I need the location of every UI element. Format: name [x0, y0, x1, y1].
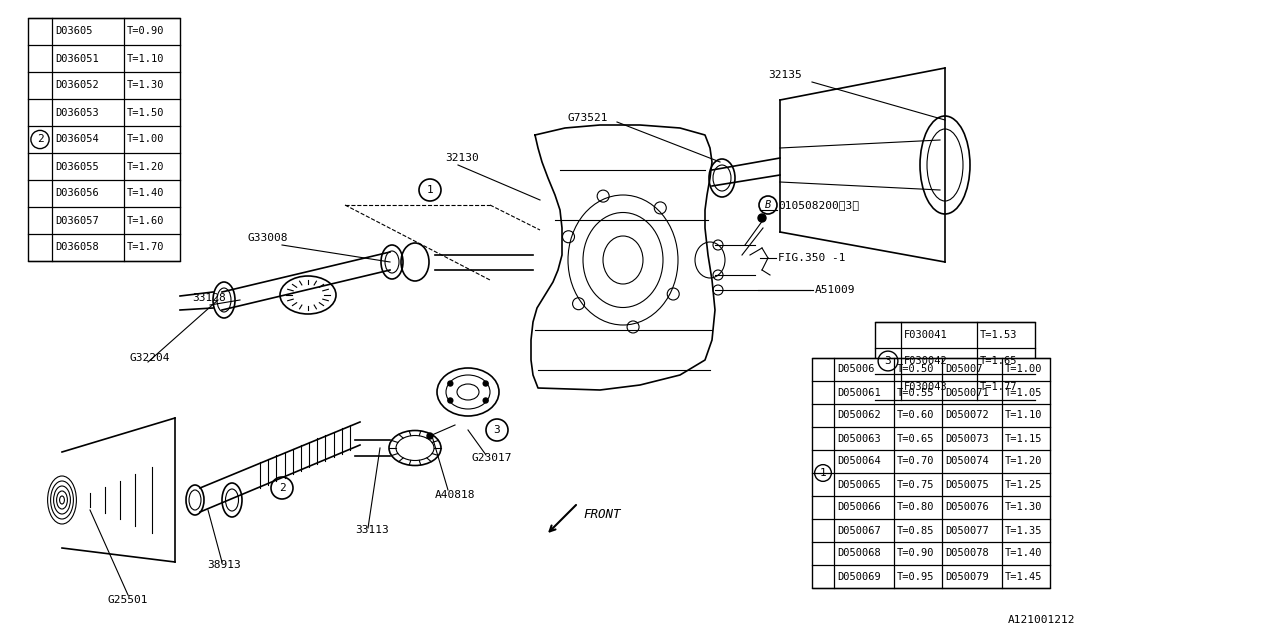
Text: T=1.53: T=1.53 [980, 330, 1018, 340]
Text: T=1.15: T=1.15 [1005, 433, 1042, 444]
Text: D05007: D05007 [945, 365, 983, 374]
Text: 33128: 33128 [192, 293, 225, 303]
Text: B: B [765, 200, 771, 210]
Text: D036052: D036052 [55, 81, 99, 90]
Text: 010508200（3）: 010508200（3） [778, 200, 859, 210]
Text: T=0.95: T=0.95 [897, 572, 934, 582]
Text: T=1.20: T=1.20 [1005, 456, 1042, 467]
Text: T=1.10: T=1.10 [127, 54, 165, 63]
Text: T=1.35: T=1.35 [1005, 525, 1042, 536]
Text: D036055: D036055 [55, 161, 99, 172]
Text: F030041: F030041 [904, 330, 947, 340]
Text: 33113: 33113 [355, 525, 389, 535]
Circle shape [448, 381, 453, 386]
Text: T=1.60: T=1.60 [127, 216, 165, 225]
Text: D050068: D050068 [837, 548, 881, 559]
Text: T=1.30: T=1.30 [1005, 502, 1042, 513]
Text: T=1.10: T=1.10 [1005, 410, 1042, 420]
Text: F030042: F030042 [904, 356, 947, 366]
Text: G33008: G33008 [248, 233, 288, 243]
Text: D050076: D050076 [945, 502, 988, 513]
Text: T=0.85: T=0.85 [897, 525, 934, 536]
Text: D050078: D050078 [945, 548, 988, 559]
Text: A121001212: A121001212 [1009, 615, 1075, 625]
Text: G25501: G25501 [108, 595, 148, 605]
Text: D050073: D050073 [945, 433, 988, 444]
Text: T=0.80: T=0.80 [897, 502, 934, 513]
Text: T=1.00: T=1.00 [127, 134, 165, 145]
Text: T=1.40: T=1.40 [127, 189, 165, 198]
Text: T=0.60: T=0.60 [897, 410, 934, 420]
Text: T=1.20: T=1.20 [127, 161, 165, 172]
Text: T=1.45: T=1.45 [1005, 572, 1042, 582]
Text: D050067: D050067 [837, 525, 881, 536]
Text: T=0.70: T=0.70 [897, 456, 934, 467]
Text: D036057: D036057 [55, 216, 99, 225]
Text: 2: 2 [37, 134, 44, 145]
Text: 1: 1 [426, 185, 434, 195]
Text: D036053: D036053 [55, 108, 99, 118]
Text: D050063: D050063 [837, 433, 881, 444]
Text: T=1.40: T=1.40 [1005, 548, 1042, 559]
Circle shape [483, 398, 488, 403]
Text: D050062: D050062 [837, 410, 881, 420]
Text: T=1.30: T=1.30 [127, 81, 165, 90]
Text: D03605: D03605 [55, 26, 92, 36]
Text: FIG.350 -1: FIG.350 -1 [778, 253, 846, 263]
Text: 3: 3 [884, 356, 891, 366]
Text: D036051: D036051 [55, 54, 99, 63]
Text: T=0.55: T=0.55 [897, 387, 934, 397]
Text: 32130: 32130 [445, 153, 479, 163]
Text: D050072: D050072 [945, 410, 988, 420]
Text: D036054: D036054 [55, 134, 99, 145]
Text: 32135: 32135 [768, 70, 801, 80]
Text: T=0.50: T=0.50 [897, 365, 934, 374]
Circle shape [428, 433, 433, 439]
Text: T=1.25: T=1.25 [1005, 479, 1042, 490]
Text: D050064: D050064 [837, 456, 881, 467]
Text: T=1.77: T=1.77 [980, 382, 1018, 392]
Text: T=1.00: T=1.00 [1005, 365, 1042, 374]
Circle shape [483, 381, 488, 386]
Text: D050066: D050066 [837, 502, 881, 513]
Text: T=0.65: T=0.65 [897, 433, 934, 444]
Text: A51009: A51009 [815, 285, 855, 295]
Text: G23017: G23017 [472, 453, 512, 463]
Text: T=1.50: T=1.50 [127, 108, 165, 118]
Text: T=0.75: T=0.75 [897, 479, 934, 490]
Text: 38913: 38913 [207, 560, 241, 570]
Text: 3: 3 [494, 425, 500, 435]
Text: F030043: F030043 [904, 382, 947, 392]
Bar [28, 18, 180, 261]
Text: T=0.90: T=0.90 [897, 548, 934, 559]
Bar [812, 358, 1050, 588]
Text: D05006: D05006 [837, 365, 874, 374]
Text: T=0.90: T=0.90 [127, 26, 165, 36]
Text: T=1.70: T=1.70 [127, 243, 165, 253]
Text: G32204: G32204 [131, 353, 170, 363]
Circle shape [758, 214, 765, 222]
Text: D050061: D050061 [837, 387, 881, 397]
Circle shape [448, 398, 453, 403]
Text: D050075: D050075 [945, 479, 988, 490]
Text: T=1.05: T=1.05 [1005, 387, 1042, 397]
Text: D050079: D050079 [945, 572, 988, 582]
Text: T=1.65: T=1.65 [980, 356, 1018, 366]
Text: D050069: D050069 [837, 572, 881, 582]
Text: D050065: D050065 [837, 479, 881, 490]
Text: D036056: D036056 [55, 189, 99, 198]
Text: D050074: D050074 [945, 456, 988, 467]
Text: D050071: D050071 [945, 387, 988, 397]
Text: 1: 1 [819, 468, 827, 478]
Text: D050077: D050077 [945, 525, 988, 536]
Text: G73521: G73521 [568, 113, 608, 123]
Text: D036058: D036058 [55, 243, 99, 253]
Text: FRONT: FRONT [582, 508, 621, 521]
Bar [876, 322, 1036, 400]
Text: 2: 2 [279, 483, 285, 493]
Text: A40818: A40818 [435, 490, 475, 500]
